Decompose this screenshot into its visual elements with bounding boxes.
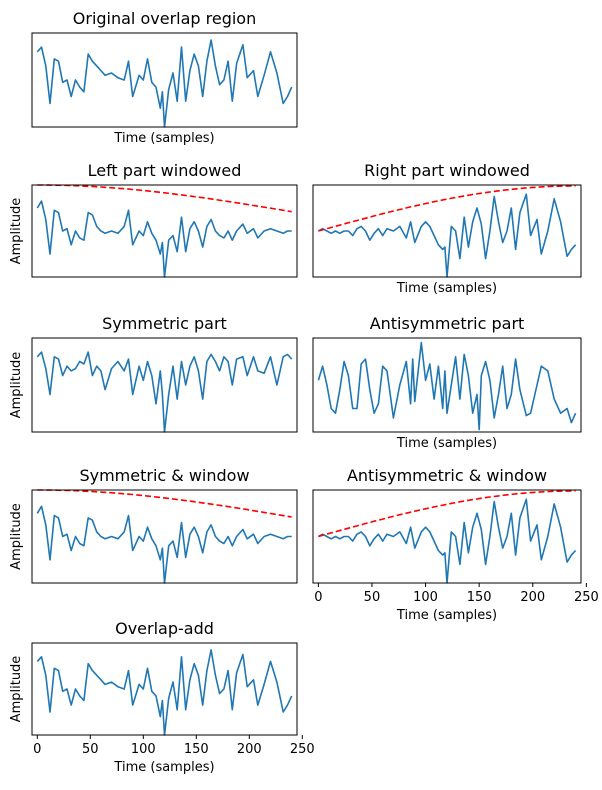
subplot-p0: Original overlap region Time (samples) <box>31 9 298 146</box>
subplot-p5: Symmetric & window Amplitude <box>9 466 298 584</box>
axes-frame <box>312 184 582 278</box>
window-curve <box>37 489 292 518</box>
axes-frame <box>312 337 582 433</box>
y-axis-label: Amplitude <box>9 656 24 723</box>
signal-line <box>318 498 577 584</box>
x-tick-label: 100 <box>413 590 438 605</box>
x-tick-label: 0 <box>33 742 41 757</box>
signal-line <box>36 39 293 128</box>
subplot-p7: Overlap-add 0 50 100 150 200 250 Time (samples)… <box>9 619 315 775</box>
axes-frame <box>31 32 298 128</box>
subplot-title: Antisymmetric part <box>370 314 525 333</box>
x-axis-label: Time (samples) <box>113 131 214 146</box>
subplot-title: Symmetric & window <box>79 466 249 485</box>
signal-line <box>36 649 293 736</box>
subplot-p4: Antisymmetric part Time (samples) <box>312 314 582 451</box>
subplot-p2: Right part windowed Time (samples) <box>312 161 582 296</box>
x-tick-label: 250 <box>574 590 599 605</box>
x-tick-label: 200 <box>237 742 262 757</box>
axes-frame <box>31 184 298 278</box>
subplot-title: Right part windowed <box>364 161 530 180</box>
subplot-p1: Left part windowed Amplitude <box>9 161 298 278</box>
x-tick-label: 50 <box>82 742 99 757</box>
axes-frame <box>31 489 298 584</box>
signal-line <box>36 200 292 278</box>
x-axis-label: Time (samples) <box>113 760 214 775</box>
x-tick-label: 100 <box>131 742 156 757</box>
subplot-title: Antisymmetric & window <box>347 466 547 485</box>
y-axis-label: Amplitude <box>9 352 24 419</box>
x-axis-label: Time (samples) <box>396 436 497 451</box>
x-tick-label: 50 <box>364 590 381 605</box>
x-axis-label: Time (samples) <box>396 608 497 623</box>
subplot-title: Symmetric part <box>102 314 227 333</box>
window-curve <box>37 184 292 213</box>
signal-line <box>317 341 577 431</box>
subplot-title: Overlap-add <box>115 619 214 638</box>
window-curve <box>318 490 576 538</box>
x-tick-label: 150 <box>467 590 492 605</box>
x-tick-label: 0 <box>314 590 322 605</box>
x-tick-label: 150 <box>184 742 209 757</box>
subplot-title: Original overlap region <box>73 9 256 28</box>
x-tick-label: 250 <box>290 742 315 757</box>
y-axis-label: Amplitude <box>9 198 24 265</box>
signal-line <box>36 351 293 433</box>
subplot-p3: Symmetric part Amplitude <box>9 314 298 433</box>
subplot-title: Left part windowed <box>88 161 242 180</box>
signal-line <box>318 193 577 278</box>
axes-frame <box>31 642 298 736</box>
x-tick-label: 200 <box>520 590 545 605</box>
axes-frame <box>312 489 582 584</box>
axes-frame <box>31 337 298 433</box>
y-axis-label: Amplitude <box>9 503 24 570</box>
subplot-p6: Antisymmetric & window 0 50 100 150 200 250 Tim… <box>312 466 599 623</box>
signal-line <box>36 505 292 584</box>
window-curve <box>318 185 576 232</box>
x-axis-label: Time (samples) <box>396 281 497 296</box>
